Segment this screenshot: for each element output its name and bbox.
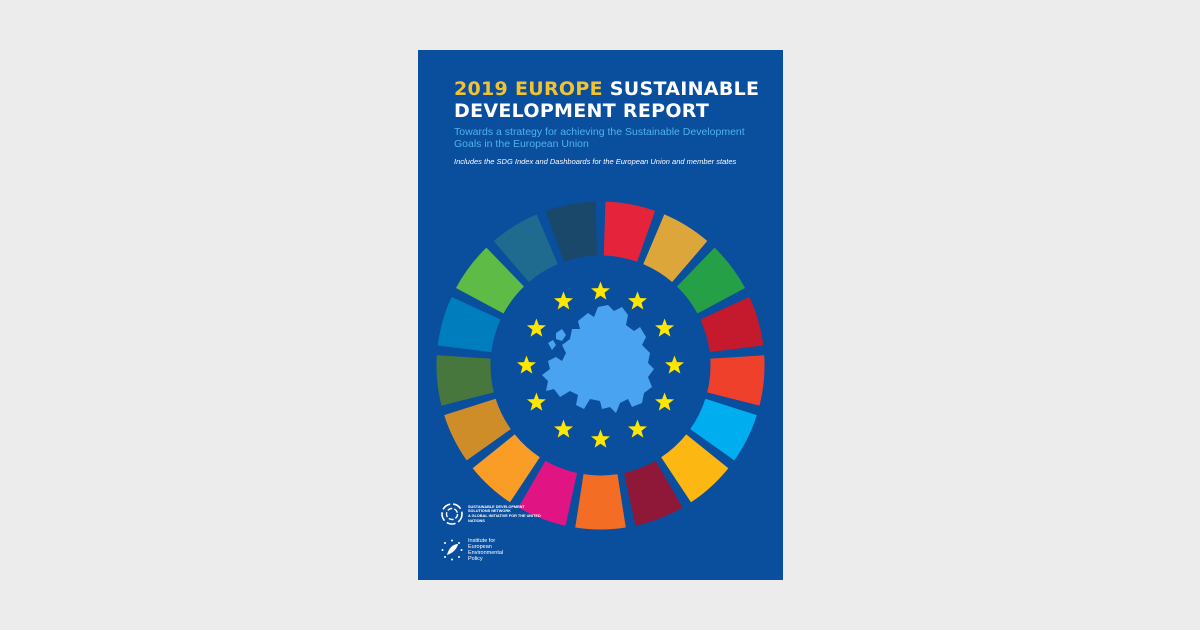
eu-star-icon [655,392,675,411]
sdg-wheel-segment [661,434,729,503]
sdsn-circle-logo-icon [441,503,463,525]
sdsn-line-1: SUSTAINABLE DEVELOPMENT [468,504,525,509]
sdg-wheel-segment [518,460,578,526]
sdg-wheel-segment [643,214,708,283]
sdg-wheel-segment [575,474,626,530]
sdg-wheel-segment [707,355,765,406]
eu-stars-ring [516,281,685,448]
eu-star-icon [664,355,685,374]
report-subtitle: Towards a strategy for achieving the Sus… [454,126,745,150]
sdg-wheel-segment [690,398,757,461]
eu-star-icon [553,419,574,438]
sdg-wheel-segment [700,296,764,353]
eu-star-icon [553,291,574,310]
sdg-wheel-segment [437,296,501,353]
sdg-wheel-graphic [436,201,765,530]
eu-star-icon [627,291,648,310]
ieep-line-3: Environmental [468,550,504,556]
europe-map-icon [542,305,654,413]
sdg-wheel-segment [444,398,511,461]
sdsn-logo-text: SUSTAINABLE DEVELOPMENT SOLUTIONS NETWOR… [468,505,548,523]
ieep-line-4: Policy [468,556,483,562]
ieep-line-1: Institute for [468,538,496,544]
ieep-logo: Institute for European Environmental Pol… [440,538,528,562]
sdg-wheel-segment [493,214,558,283]
ieep-line-2: European [468,544,492,550]
ieep-leaf-stars-logo-icon [441,539,463,561]
sdg-wheel-segment [545,201,598,262]
sdg-wheel-segment [436,355,494,406]
title-highlight: 2019 EUROPE [454,78,603,100]
ieep-logo-text: Institute for European Environmental Pol… [468,538,528,562]
eu-star-icon [526,318,546,337]
report-note: Includes the SDG Index and Dashboards fo… [454,157,737,166]
sdg-wheel-segment [603,201,656,262]
eu-star-icon [526,392,546,411]
sdg-wheel-segments [436,201,765,530]
sdg-wheel-segment [455,247,524,314]
sdg-wheel-segment [623,460,683,526]
eu-star-icon [516,355,537,374]
sdsn-line-3: A GLOBAL INITIATIVE FOR THE UNITED NATIO… [468,514,541,523]
report-cover: 2019 EUROPE SUSTAINABLE DEVELOPMENT REPO… [418,50,783,580]
eu-star-icon [655,318,675,337]
sdg-wheel-segment [677,247,746,314]
sdsn-logo: SUSTAINABLE DEVELOPMENT SOLUTIONS NETWOR… [440,502,548,526]
eu-star-icon [590,429,611,448]
report-title: 2019 EUROPE SUSTAINABLE DEVELOPMENT REPO… [454,78,759,122]
title-line-2: DEVELOPMENT REPORT [454,100,710,122]
eu-star-icon [627,419,648,438]
title-rest: SUSTAINABLE [602,78,760,100]
sdsn-line-2: SOLUTIONS NETWORK [468,509,511,514]
eu-star-icon [590,281,611,300]
sdg-wheel-segment [472,434,540,503]
